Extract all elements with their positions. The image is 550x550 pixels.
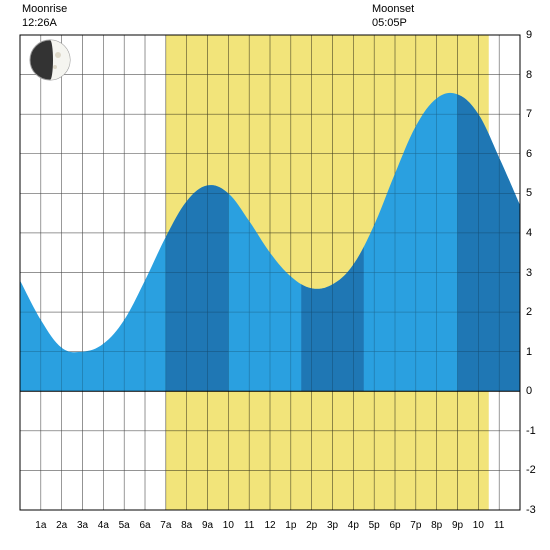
tide-chart: Moonrise 12:26A Moonset 05:05P -3-2-1012… <box>0 0 550 550</box>
y-tick: 4 <box>526 227 532 239</box>
x-tick: 8p <box>431 520 442 531</box>
y-tick: 0 <box>526 385 532 397</box>
x-tick: 10 <box>473 520 484 531</box>
x-tick: 1a <box>35 520 46 531</box>
x-tick: 5p <box>369 520 380 531</box>
chart-svg <box>0 0 550 550</box>
x-tick: 5a <box>119 520 130 531</box>
x-tick: 6p <box>389 520 400 531</box>
y-tick: 2 <box>526 306 532 318</box>
y-tick: 3 <box>526 267 532 279</box>
x-tick: 9a <box>202 520 213 531</box>
y-tick: -2 <box>526 464 536 476</box>
y-tick: -1 <box>526 425 536 437</box>
x-tick: 12 <box>264 520 275 531</box>
x-tick: 2a <box>56 520 67 531</box>
y-tick: 7 <box>526 108 532 120</box>
x-tick: 8a <box>181 520 192 531</box>
moonrise-label: Moonrise 12:26A <box>22 2 67 31</box>
x-tick: 7a <box>160 520 171 531</box>
moonrise-text: Moonrise <box>22 3 67 15</box>
x-tick: 9p <box>452 520 463 531</box>
x-tick: 3p <box>327 520 338 531</box>
x-tick: 4p <box>348 520 359 531</box>
y-tick: 9 <box>526 29 532 41</box>
moonrise-time: 12:26A <box>22 17 57 29</box>
y-tick: 6 <box>526 148 532 160</box>
y-tick: -3 <box>526 504 536 516</box>
x-tick: 6a <box>139 520 150 531</box>
moonset-time: 05:05P <box>372 17 407 29</box>
moonset-label: Moonset 05:05P <box>372 2 414 31</box>
x-tick: 1p <box>285 520 296 531</box>
y-tick: 5 <box>526 187 532 199</box>
x-tick: 10 <box>223 520 234 531</box>
y-tick: 8 <box>526 69 532 81</box>
x-tick: 7p <box>410 520 421 531</box>
y-tick: 1 <box>526 346 532 358</box>
moonset-text: Moonset <box>372 3 414 15</box>
x-tick: 3a <box>77 520 88 531</box>
x-tick: 11 <box>244 520 254 531</box>
x-tick: 2p <box>306 520 317 531</box>
x-tick: 11 <box>494 520 504 531</box>
x-tick: 4a <box>98 520 109 531</box>
